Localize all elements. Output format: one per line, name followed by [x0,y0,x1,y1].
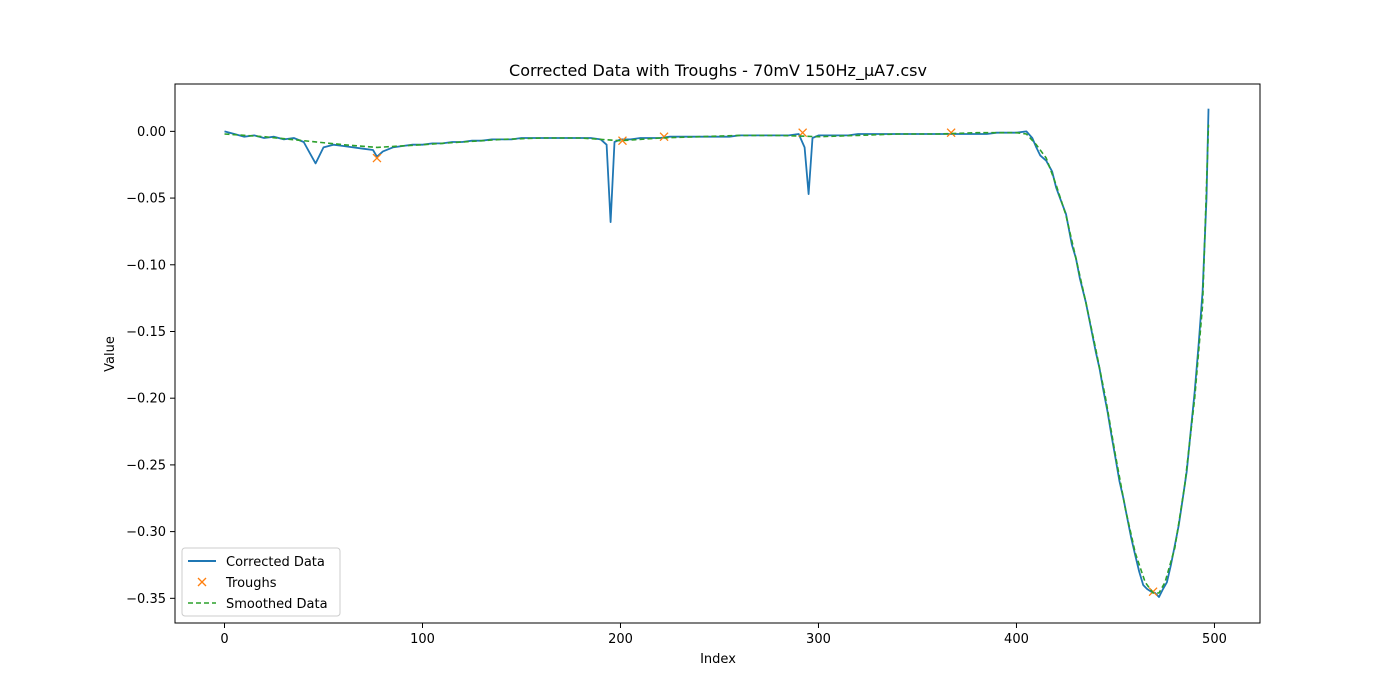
legend-label-smoothed: Smoothed Data [226,597,328,612]
y-tick-label: 0.00 [137,125,166,140]
plot-frame [174,83,1261,624]
x-tick-label: 200 [608,632,633,647]
x-tick-label: 400 [1004,632,1029,647]
chart-title: Corrected Data with Troughs - 70mV 150Hz… [509,61,927,81]
trough-marker [659,132,669,142]
legend-swatch-troughs [197,577,207,587]
x-axis-label: Index [700,652,736,667]
y-tick-label: −0.25 [126,458,166,473]
y-tick-label: −0.35 [126,592,166,607]
x-tick-label: 500 [1202,632,1227,647]
y-tick-label: −0.10 [126,258,166,273]
y-axis-label: Value [103,336,118,372]
y-tick-label: −0.15 [126,325,166,340]
trough-marker [618,136,627,146]
series-smoothed-data-line [224,124,1210,594]
y-tick-label: −0.05 [126,192,166,207]
x-tick-label: 300 [806,632,831,647]
trough-marker [946,128,956,138]
y-tick-label: −0.30 [126,525,166,540]
x-tick-label: 100 [410,632,435,647]
legend-label-corrected: Corrected Data [226,555,325,570]
trough-marker [372,153,382,163]
legend-label-troughs: Troughs [225,576,277,591]
axis-ticks: 0 100 200 300 400 500 0.00 −0.05 −0.10 −0.15 −0.20… [126,125,1227,647]
plot-area [224,108,1210,598]
legend: Corrected Data Troughs Smoothed Data [181,547,341,617]
x-tick-label: 0 [220,632,228,647]
legend-box [181,547,341,617]
y-tick-label: −0.20 [126,392,166,407]
